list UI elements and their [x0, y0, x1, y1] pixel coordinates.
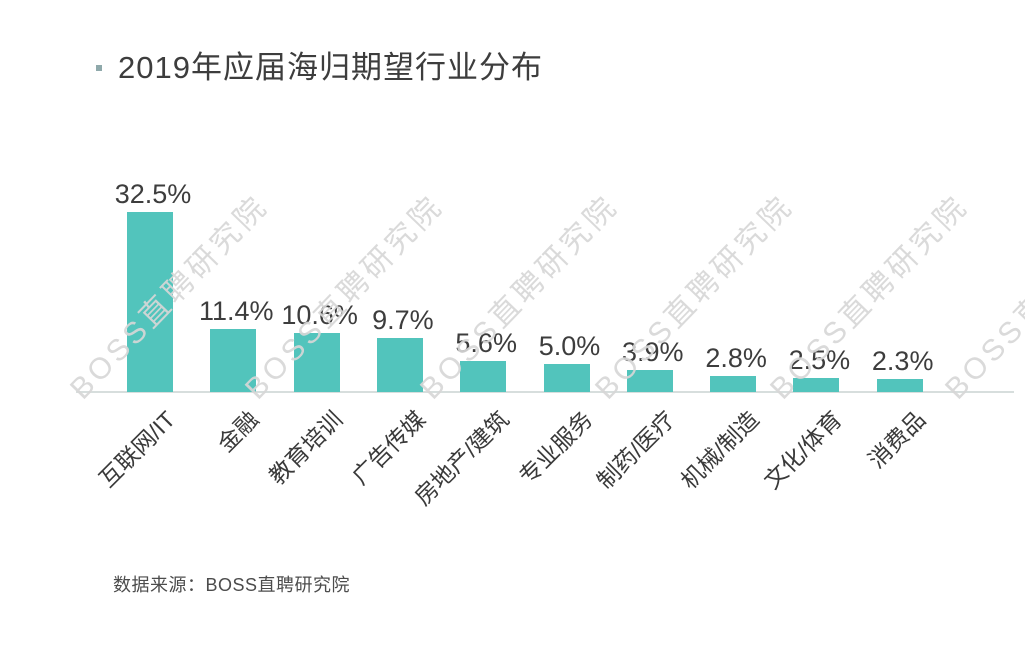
- chart-title: 2019年应届海归期望行业分布: [118, 50, 543, 85]
- bar-1: [127, 211, 173, 392]
- value-label-10: 2.3%: [871, 346, 934, 377]
- value-label-7: 3.9%: [622, 337, 684, 368]
- bar-7: [626, 370, 673, 392]
- value-label-6: 5.0%: [538, 331, 601, 362]
- value-label-2: 11.4%: [199, 295, 274, 326]
- category-label-9: 文化/体育: [758, 406, 847, 494]
- value-label-9: 2.5%: [788, 345, 851, 376]
- category-label-1: 互联网/IT: [94, 406, 181, 493]
- bar-5: [460, 360, 507, 392]
- category-label-3: 教育培训: [263, 406, 347, 490]
- bar-9: [793, 378, 840, 392]
- category-label-6: 专业服务: [513, 406, 597, 490]
- bar-2: [210, 328, 257, 392]
- x-axis-line: [76, 391, 1014, 393]
- bar-4: [376, 338, 423, 392]
- bar-8: [710, 376, 757, 392]
- bar-6: [543, 364, 590, 392]
- category-label-8: 机械/制造: [675, 406, 764, 494]
- data-source-note: 数据来源：BOSS直聘研究院: [113, 575, 351, 595]
- category-label-2: 金融: [212, 406, 264, 457]
- title-bullet-icon: [96, 65, 102, 71]
- value-label-5: 5.6%: [455, 327, 517, 358]
- watermark-text: BOSS直聘研究院: [414, 189, 625, 406]
- bar-10: [876, 379, 923, 392]
- value-label-3: 10.6%: [281, 300, 358, 331]
- bar-3: [293, 333, 340, 392]
- value-label-1: 32.5%: [114, 178, 192, 209]
- category-label-7: 制药/医疗: [592, 406, 681, 494]
- category-label-4: 广告传媒: [346, 406, 431, 490]
- category-label-10: 消费品: [862, 406, 931, 474]
- value-label-4: 9.7%: [372, 305, 434, 336]
- value-label-8: 2.8%: [705, 343, 767, 374]
